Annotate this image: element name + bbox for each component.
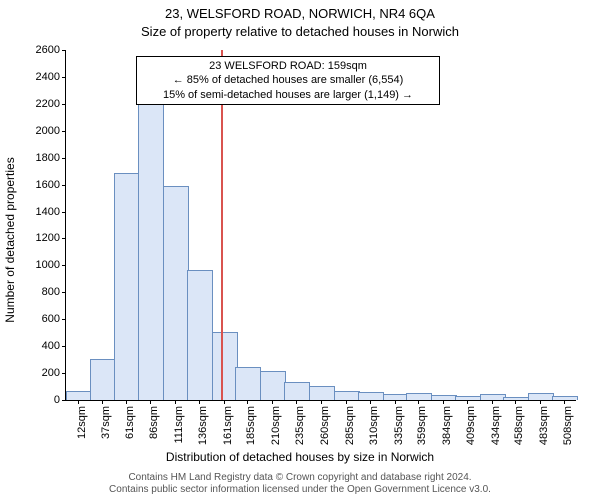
x-tick-label: 409sqm xyxy=(465,406,477,445)
y-tick-label: 1000 xyxy=(36,259,66,271)
x-tick-label: 161sqm xyxy=(222,406,234,445)
y-axis-label: Number of detached properties xyxy=(3,157,17,322)
histogram-bar xyxy=(114,173,140,400)
histogram-bar xyxy=(212,332,238,400)
footer-attribution: Contains HM Land Registry data © Crown c… xyxy=(0,472,600,496)
x-tick-mark xyxy=(346,400,347,404)
histogram-bar xyxy=(528,393,554,400)
y-tick-label: 0 xyxy=(54,394,66,406)
y-tick-label: 1800 xyxy=(36,152,66,164)
histogram-bar xyxy=(90,359,116,400)
x-tick-mark xyxy=(564,400,565,404)
x-tick-mark xyxy=(370,400,371,404)
x-axis-label: Distribution of detached houses by size … xyxy=(0,450,600,464)
info-box: 23 WELSFORD ROAD: 159sqm← 85% of detache… xyxy=(136,56,440,105)
x-tick-mark xyxy=(247,400,248,404)
footer-line-1: Contains HM Land Registry data © Crown c… xyxy=(0,472,600,484)
histogram-bar xyxy=(334,391,360,400)
y-tick-label: 400 xyxy=(42,340,66,352)
histogram-bar xyxy=(480,394,506,400)
x-tick-label: 12sqm xyxy=(76,406,88,439)
y-tick-label: 2200 xyxy=(36,98,66,110)
histogram-bar xyxy=(138,103,164,400)
histogram-bar xyxy=(309,386,335,400)
x-tick-label: 434sqm xyxy=(490,406,502,445)
x-tick-label: 335sqm xyxy=(393,406,405,445)
x-tick-mark xyxy=(224,400,225,404)
x-tick-label: 384sqm xyxy=(441,406,453,445)
x-tick-mark xyxy=(175,400,176,404)
chart-title-2: Size of property relative to detached ho… xyxy=(0,24,600,39)
histogram-bar xyxy=(187,270,213,400)
x-tick-label: 260sqm xyxy=(319,406,331,445)
histogram-bar xyxy=(358,392,384,400)
info-box-line: 23 WELSFORD ROAD: 159sqm xyxy=(143,59,433,73)
histogram-bar xyxy=(503,397,529,400)
histogram-bar xyxy=(235,367,261,400)
y-tick-label: 200 xyxy=(42,367,66,379)
x-tick-mark xyxy=(540,400,541,404)
x-tick-label: 185sqm xyxy=(245,406,257,445)
y-tick-label: 2600 xyxy=(36,44,66,56)
y-tick-label: 1200 xyxy=(36,232,66,244)
histogram-bar xyxy=(406,393,432,400)
histogram-bar xyxy=(552,396,578,400)
x-tick-label: 359sqm xyxy=(416,406,428,445)
histogram-bar xyxy=(66,391,92,400)
x-tick-label: 483sqm xyxy=(538,406,550,445)
y-tick-label: 1600 xyxy=(36,179,66,191)
x-tick-mark xyxy=(102,400,103,404)
x-tick-label: 37sqm xyxy=(100,406,112,439)
histogram-bar xyxy=(260,371,286,400)
info-box-line: ← 85% of detached houses are smaller (6,… xyxy=(143,73,433,87)
histogram-bar xyxy=(383,394,409,400)
histogram-bar xyxy=(284,382,310,401)
histogram-bar xyxy=(431,395,457,400)
footer-line-2: Contains public sector information licen… xyxy=(0,484,600,496)
y-tick-label: 2000 xyxy=(36,125,66,137)
x-tick-label: 508sqm xyxy=(562,406,574,445)
x-tick-label: 458sqm xyxy=(513,406,525,445)
x-tick-label: 111sqm xyxy=(173,406,185,444)
x-tick-mark xyxy=(395,400,396,404)
chart-title-1: 23, WELSFORD ROAD, NORWICH, NR4 6QA xyxy=(0,6,600,21)
x-tick-mark xyxy=(321,400,322,404)
x-tick-label: 235sqm xyxy=(294,406,306,445)
y-tick-label: 600 xyxy=(42,313,66,325)
x-tick-mark xyxy=(443,400,444,404)
y-tick-label: 800 xyxy=(42,286,66,298)
x-tick-mark xyxy=(199,400,200,404)
x-tick-label: 86sqm xyxy=(148,406,160,439)
x-tick-mark xyxy=(296,400,297,404)
x-tick-label: 310sqm xyxy=(368,406,380,445)
histogram-bar xyxy=(163,186,189,400)
figure-container: 23, WELSFORD ROAD, NORWICH, NR4 6QA Size… xyxy=(0,0,600,500)
x-tick-label: 136sqm xyxy=(197,406,209,445)
x-tick-mark xyxy=(515,400,516,404)
y-tick-label: 2400 xyxy=(36,71,66,83)
info-box-line: 15% of semi-detached houses are larger (… xyxy=(143,88,433,102)
x-tick-label: 61sqm xyxy=(124,406,136,439)
x-tick-mark xyxy=(78,400,79,404)
x-tick-mark xyxy=(492,400,493,404)
x-tick-mark xyxy=(418,400,419,404)
x-tick-mark xyxy=(150,400,151,404)
y-tick-label: 1400 xyxy=(36,206,66,218)
x-tick-mark xyxy=(272,400,273,404)
histogram-bar xyxy=(455,396,481,400)
x-tick-label: 210sqm xyxy=(270,406,282,445)
plot-area: 0200400600800100012001400160018002000220… xyxy=(65,50,576,401)
x-tick-mark xyxy=(126,400,127,404)
x-tick-label: 285sqm xyxy=(344,406,356,445)
x-tick-mark xyxy=(467,400,468,404)
